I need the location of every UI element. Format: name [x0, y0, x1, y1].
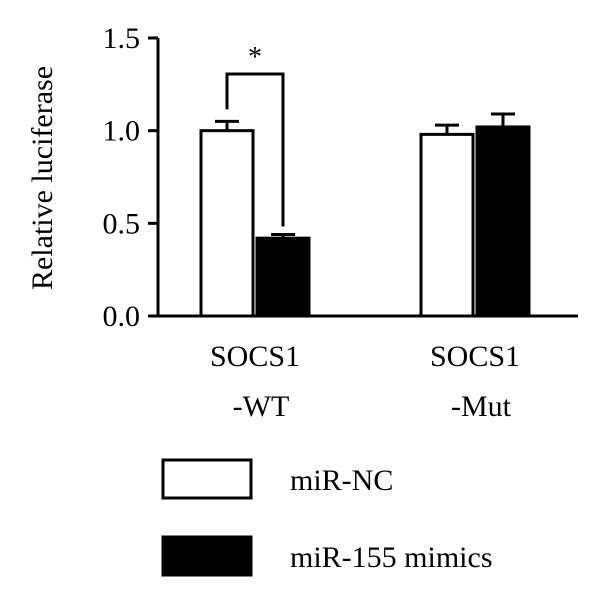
bar-mir-nc-1	[419, 132, 475, 318]
y-tick-label: 0.5	[103, 207, 141, 240]
legend: miR-NC miR-155 mimics	[161, 458, 493, 577]
significance-bracket	[225, 72, 285, 227]
bar-mir-155-mimics-0	[255, 236, 311, 318]
legend-swatch	[161, 458, 253, 500]
bars	[199, 125, 531, 318]
y-tick-label: 0.0	[103, 300, 141, 333]
bar-mir-155-mimics-1	[475, 125, 531, 318]
y-axis-label: Relative luciferase	[26, 66, 59, 290]
significance-marker: *	[248, 42, 262, 73]
y-tick-label: 1.0	[103, 115, 141, 148]
category-label-line2: -WT	[233, 390, 290, 423]
annotations: *	[225, 42, 285, 227]
legend-label: miR-NC	[290, 464, 393, 497]
category-labels: SOCS1 -WT SOCS1 -Mut	[210, 340, 520, 423]
category-label-line1: SOCS1	[430, 340, 520, 373]
y-tick-label: 1.5	[103, 22, 141, 55]
legend-swatch	[161, 535, 253, 577]
legend-label: miR-155 mimics	[290, 541, 493, 574]
category-label-line2: -Mut	[451, 390, 512, 423]
error-bars	[215, 112, 515, 239]
category-label-line1: SOCS1	[210, 340, 300, 373]
bar-mir-nc-0	[199, 129, 255, 318]
